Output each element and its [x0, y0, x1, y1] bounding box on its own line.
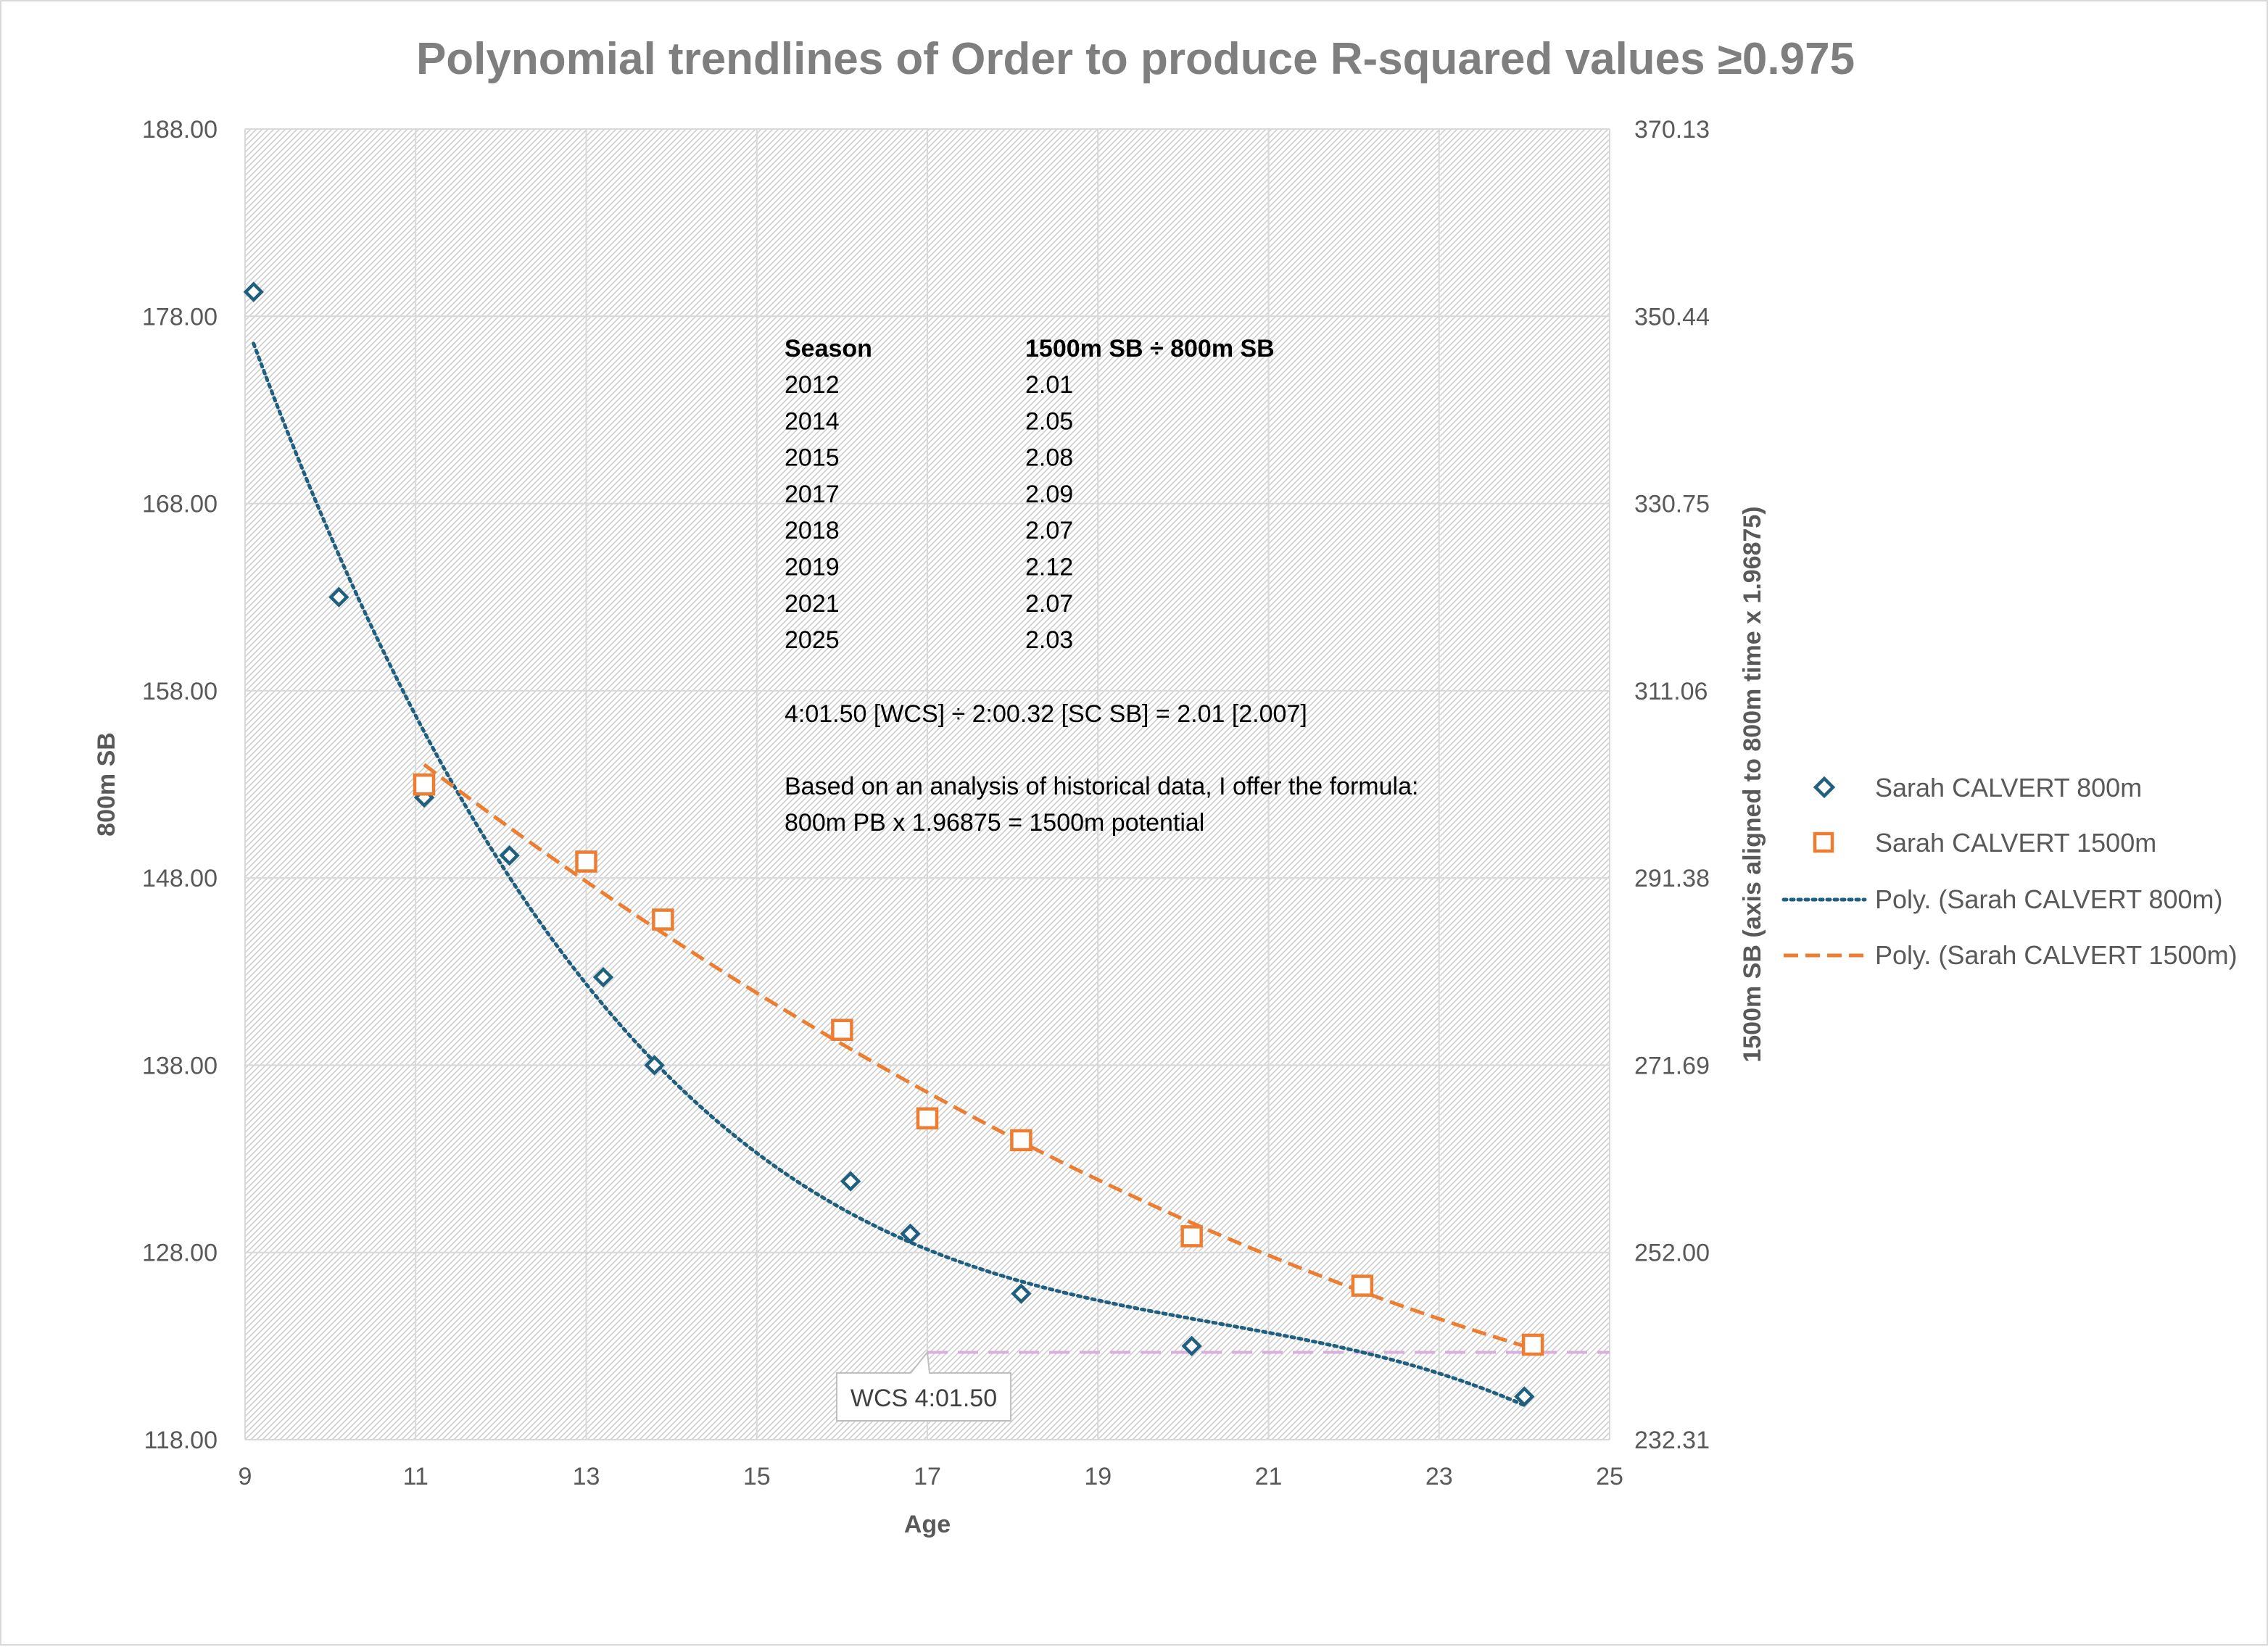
marker-800m	[1514, 1386, 1535, 1407]
table-cell-ratio: 2.03	[1025, 626, 1073, 654]
marker-800m	[840, 1171, 861, 1192]
x-tick-label: 19	[1084, 1463, 1112, 1490]
table-header-ratio: 1500m SB ÷ 800m SB	[1025, 335, 1275, 362]
table-cell-season: 2017	[785, 481, 840, 508]
table-cell-season: 2015	[785, 444, 840, 472]
y2-tick-label: 370.13	[1634, 116, 1710, 144]
y2-tick-label: 291.38	[1634, 865, 1710, 892]
y-tick-label: 178.00	[142, 303, 218, 331]
y-tick-label: 128.00	[142, 1240, 218, 1267]
formula-line: 4:01.50 [WCS] ÷ 2:00.32 [SC SB] = 2.01 […	[785, 700, 1307, 728]
x-tick-label: 15	[743, 1463, 771, 1490]
y2-tick-label: 232.31	[1634, 1427, 1710, 1454]
x-tick-label: 21	[1255, 1463, 1283, 1490]
axis-ticks: 9 11 13 15 17 19 21 23 25 118.00 128.00 138.00 148.0…	[142, 116, 1710, 1490]
wcs-reference: WCS 4:01.50	[836, 1350, 1610, 1422]
marker-1500m	[831, 1019, 853, 1041]
y2-axis-title: 1500m SB (axis aligned to 800m time x 1.…	[1739, 506, 1766, 1062]
table-cell-ratio: 2.09	[1025, 481, 1073, 508]
trendline-1500m	[423, 763, 1534, 1351]
y-tick-label: 138.00	[142, 1052, 218, 1079]
table-cell-ratio: 2.08	[1025, 444, 1073, 472]
chart-title: Polynomial trendlines of Order to produc…	[416, 34, 1855, 84]
marker-800m	[900, 1223, 921, 1245]
table-cell-season: 2019	[785, 554, 840, 581]
legend-label-1500m: Sarah CALVERT 1500m	[1875, 828, 2156, 858]
x-tick-label: 17	[914, 1463, 941, 1490]
marker-800m	[644, 1055, 665, 1076]
legend-marker-1500m	[1813, 831, 1834, 853]
marker-800m	[243, 281, 264, 302]
marker-800m	[1181, 1335, 1202, 1357]
trendlines	[252, 341, 1534, 1408]
table-cell-ratio: 2.07	[1025, 590, 1073, 618]
marker-1500m	[652, 908, 674, 931]
marker-800m	[499, 845, 520, 866]
table-cell-ratio: 2.05	[1025, 407, 1073, 435]
table-cell-season: 2012	[785, 371, 840, 399]
marker-1500m	[413, 773, 436, 796]
season-table: 2012 2.01 2014 2.05 2015 2.08 2017 2.09 2018 2.07…	[785, 371, 1073, 654]
marker-1500m	[1010, 1129, 1032, 1152]
y-tick-label: 168.00	[142, 491, 218, 518]
marker-1500m	[916, 1107, 939, 1129]
x-tick-label: 25	[1596, 1463, 1623, 1490]
table-header-season: Season	[785, 335, 872, 362]
table-cell-ratio: 2.12	[1025, 554, 1073, 581]
y2-tick-label: 330.75	[1634, 491, 1710, 518]
table-cell-season: 2025	[785, 626, 840, 654]
wcs-callout-box	[836, 1350, 1011, 1422]
legend: Sarah CALVERT 800m Sarah CALVERT 1500m P…	[1781, 773, 2238, 970]
y-axis-title: 800m SB	[93, 732, 120, 837]
marker-800m	[1011, 1283, 1032, 1304]
marker-1500m	[1351, 1274, 1374, 1297]
x-tick-label: 23	[1425, 1463, 1453, 1490]
wcs-callout-label: WCS 4:01.50	[850, 1385, 997, 1412]
y-tick-label: 158.00	[142, 678, 218, 705]
y2-tick-label: 350.44	[1634, 303, 1710, 331]
y-tick-label: 148.00	[142, 865, 218, 892]
gridlines	[244, 128, 1610, 1440]
legend-marker-800m	[1813, 776, 1836, 799]
x-axis-title: Age	[904, 1511, 951, 1538]
legend-label-trend-1500m: Poly. (Sarah CALVERT 1500m)	[1875, 940, 2238, 970]
marker-1500m	[1180, 1225, 1203, 1248]
marker-800m	[592, 966, 614, 988]
marker-1500m	[575, 850, 597, 873]
x-tick-label: 11	[403, 1463, 429, 1490]
data-markers	[243, 281, 1544, 1407]
y2-tick-label: 271.69	[1634, 1052, 1710, 1079]
note-line-2: 800m PB x 1.96875 = 1500m potential	[785, 809, 1204, 837]
y2-tick-label: 252.00	[1634, 1240, 1710, 1267]
x-tick-label: 9	[239, 1463, 252, 1490]
trendline-800m	[252, 341, 1526, 1408]
x-tick-label: 13	[573, 1463, 600, 1490]
legend-label-trend-800m: Poly. (Sarah CALVERT 800m)	[1875, 884, 2223, 914]
legend-label-800m: Sarah CALVERT 800m	[1875, 773, 2142, 802]
table-cell-ratio: 2.07	[1025, 517, 1073, 544]
annotation-textbox: Season 1500m SB ÷ 800m SB 2012 2.01 2014 2.…	[785, 335, 1418, 837]
y-tick-label: 118.00	[144, 1427, 218, 1454]
table-cell-ratio: 2.01	[1025, 371, 1073, 399]
marker-1500m	[1521, 1333, 1544, 1356]
note-line-1: Based on an analysis of historical data,…	[785, 773, 1418, 800]
table-cell-season: 2021	[785, 590, 840, 618]
table-cell-season: 2018	[785, 517, 840, 544]
y-tick-label: 188.00	[142, 116, 218, 144]
marker-800m	[328, 586, 349, 607]
table-cell-season: 2014	[785, 407, 840, 435]
y2-tick-label: 311.06	[1634, 678, 1708, 705]
